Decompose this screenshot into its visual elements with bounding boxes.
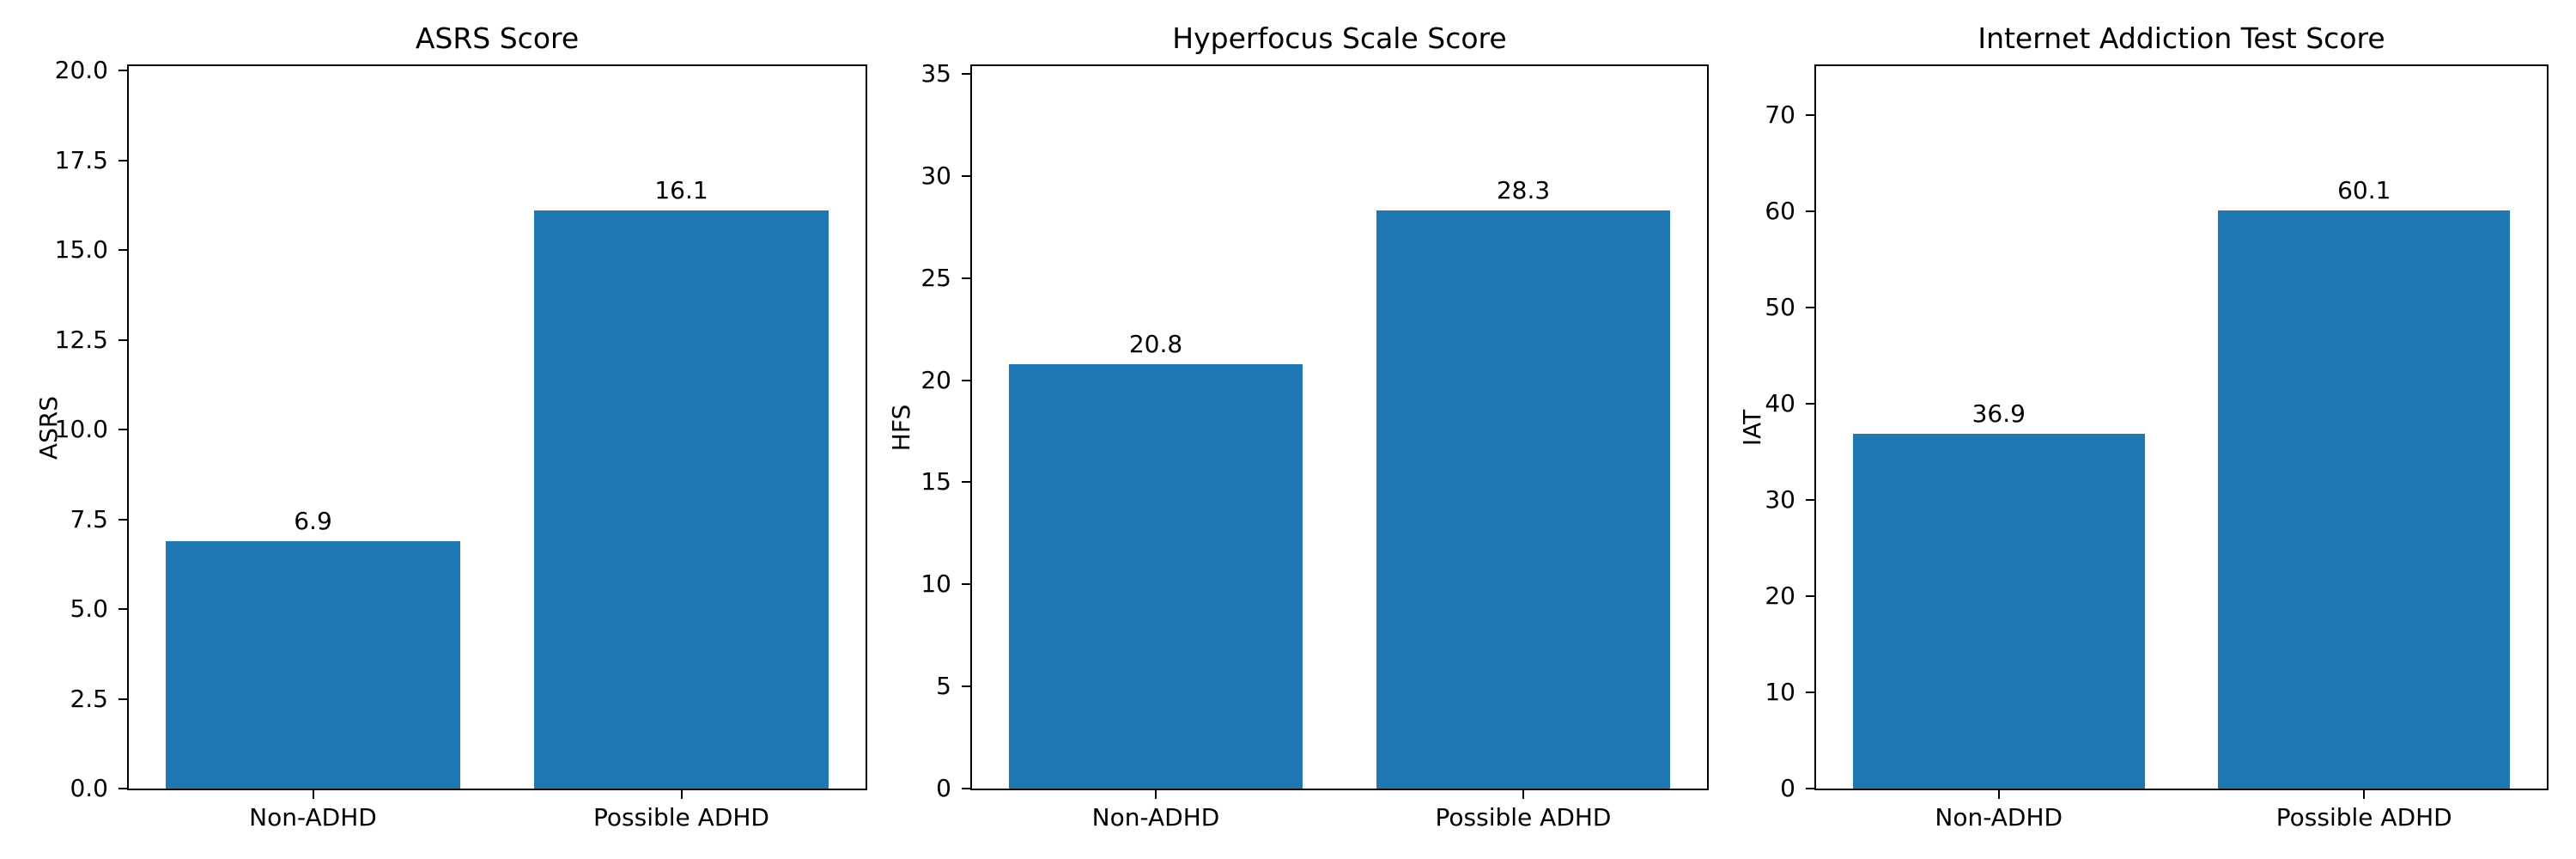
bar-value-label: 6.9 [294, 506, 332, 535]
y-tick-label: 0.0 [70, 774, 108, 802]
y-tick-mark [962, 379, 970, 381]
y-tick-label: 10 [920, 570, 951, 599]
y-tick-mark [118, 338, 127, 341]
x-tick-label: Non-ADHD [1091, 803, 1220, 832]
y-tick-label: 20 [920, 365, 951, 394]
y-tick-mark [962, 174, 970, 177]
y-tick-label: 20.0 [54, 56, 108, 85]
x-tick-label: Possible ADHD [593, 803, 769, 832]
y-tick-label: 0 [1780, 774, 1795, 802]
y-tick-label: 70 [1765, 101, 1795, 130]
y-tick-label: 0 [936, 774, 951, 802]
y-tick-mark [1806, 595, 1814, 598]
y-tick-mark [1806, 788, 1814, 789]
subplot-hfs: Hyperfocus Scale Score HFS 0 5 10 15 20 25 30 3… [887, 24, 1709, 830]
y-tick-label: 12.5 [54, 325, 108, 354]
y-tick-mark [962, 481, 970, 484]
bar [2218, 210, 2511, 789]
y-tick-label: 40 [1765, 389, 1795, 418]
y-axis-label: HFS [887, 404, 915, 451]
x-tick-mark [1997, 790, 2000, 799]
x-tick-mark [2363, 790, 2366, 799]
y-tick-mark [962, 72, 970, 75]
y-tick-mark [118, 788, 127, 789]
y-tick-label: 60 [1765, 197, 1795, 226]
y-tick-mark [118, 608, 127, 611]
y-tick-label: 15 [920, 467, 951, 497]
y-tick-label: 30 [1765, 485, 1795, 515]
y-tick-mark [962, 583, 970, 586]
y-tick-mark [118, 70, 127, 72]
y-tick-label: 15.0 [54, 235, 108, 265]
y-tick-label: 30 [920, 161, 951, 190]
y-tick-label: 10 [1765, 678, 1795, 707]
y-tick-mark [1806, 691, 1814, 694]
chart-title: Hyperfocus Scale Score [1172, 21, 1507, 55]
bar [1008, 363, 1303, 789]
bar-value-label: 16.1 [654, 176, 708, 205]
x-tick-label: Possible ADHD [2275, 803, 2452, 832]
y-tick-label: 25 [920, 263, 951, 292]
y-tick-mark [962, 277, 970, 279]
y-tick-label: 17.5 [54, 145, 108, 174]
chart-title: ASRS Score [415, 21, 580, 55]
y-tick-label: 5.0 [70, 594, 108, 624]
y-tick-label: 10.0 [54, 415, 108, 444]
bar [533, 210, 829, 789]
bar [1852, 433, 2145, 789]
y-tick-label: 5 [936, 672, 951, 701]
bar [165, 540, 461, 789]
y-tick-label: 7.5 [70, 504, 108, 533]
y-tick-label: 2.5 [70, 684, 108, 713]
x-tick-mark [312, 790, 314, 799]
y-tick-mark [118, 249, 127, 252]
x-tick-label: Possible ADHD [1435, 803, 1612, 832]
y-tick-label: 20 [1765, 582, 1795, 611]
y-tick-label: 50 [1765, 293, 1795, 322]
y-tick-label: 35 [920, 58, 951, 88]
x-tick-mark [680, 790, 683, 799]
chart-title: Internet Addiction Test Score [1978, 21, 2385, 55]
y-tick-mark [1806, 210, 1814, 213]
subplot-iat: Internet Addiction Test Score IAT 0 10 20 3… [1738, 24, 2549, 830]
y-tick-mark [1806, 403, 1814, 405]
y-tick-mark [1806, 307, 1814, 309]
bar-value-label: 36.9 [1971, 399, 2026, 428]
x-tick-mark [1522, 790, 1524, 799]
y-tick-mark [118, 159, 127, 161]
y-tick-mark [118, 429, 127, 431]
bar [1376, 210, 1671, 789]
x-tick-label: Non-ADHD [249, 803, 377, 832]
bar-value-label: 60.1 [2337, 176, 2391, 205]
bar-value-label: 20.8 [1128, 329, 1183, 358]
y-tick-mark [1806, 499, 1814, 502]
y-tick-mark [962, 685, 970, 688]
bar-value-label: 28.3 [1496, 176, 1551, 205]
y-tick-mark [1806, 114, 1814, 117]
x-tick-mark [1155, 790, 1157, 799]
y-tick-mark [118, 518, 127, 521]
y-tick-mark [962, 788, 970, 789]
y-tick-mark [118, 698, 127, 700]
x-tick-label: Non-ADHD [1935, 803, 2063, 832]
y-axis-label: IAT [1738, 409, 1766, 446]
subplot-asrs: ASRS Score ASRS 0.0 2.5 5.0 7.5 10.0 12.5 15.0… [34, 24, 867, 830]
